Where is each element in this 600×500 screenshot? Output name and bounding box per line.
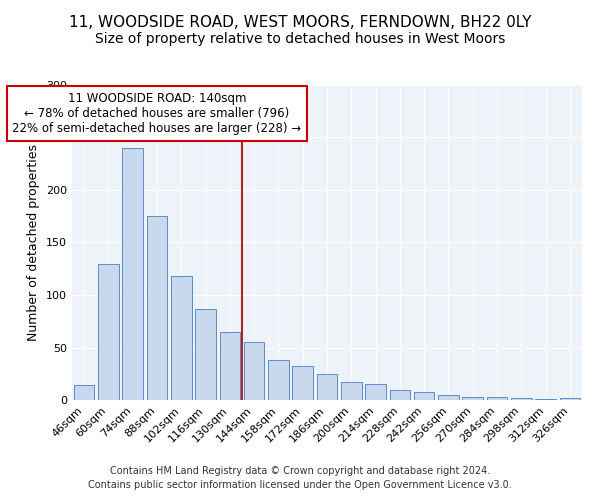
Bar xyxy=(341,382,362,400)
Bar xyxy=(317,374,337,400)
Bar xyxy=(535,399,556,400)
Text: Contains HM Land Registry data © Crown copyright and database right 2024.: Contains HM Land Registry data © Crown c… xyxy=(110,466,490,476)
Bar xyxy=(268,360,289,400)
Bar xyxy=(511,398,532,400)
Text: Contains public sector information licensed under the Open Government Licence v3: Contains public sector information licen… xyxy=(88,480,512,490)
Bar xyxy=(438,395,459,400)
Bar xyxy=(98,264,119,400)
Bar xyxy=(74,386,94,400)
Bar xyxy=(560,398,580,400)
Bar xyxy=(389,390,410,400)
Text: 11, WOODSIDE ROAD, WEST MOORS, FERNDOWN, BH22 0LY: 11, WOODSIDE ROAD, WEST MOORS, FERNDOWN,… xyxy=(69,15,531,30)
Bar xyxy=(195,308,216,400)
Bar xyxy=(365,384,386,400)
Bar xyxy=(171,276,191,400)
Bar xyxy=(463,397,483,400)
Bar xyxy=(487,397,508,400)
Bar xyxy=(220,332,240,400)
Text: Size of property relative to detached houses in West Moors: Size of property relative to detached ho… xyxy=(95,32,505,46)
Bar xyxy=(244,342,265,400)
Bar xyxy=(414,392,434,400)
Text: 11 WOODSIDE ROAD: 140sqm
← 78% of detached houses are smaller (796)
22% of semi-: 11 WOODSIDE ROAD: 140sqm ← 78% of detach… xyxy=(13,92,302,136)
Bar xyxy=(146,216,167,400)
Y-axis label: Number of detached properties: Number of detached properties xyxy=(28,144,40,341)
Bar xyxy=(292,366,313,400)
Bar xyxy=(122,148,143,400)
